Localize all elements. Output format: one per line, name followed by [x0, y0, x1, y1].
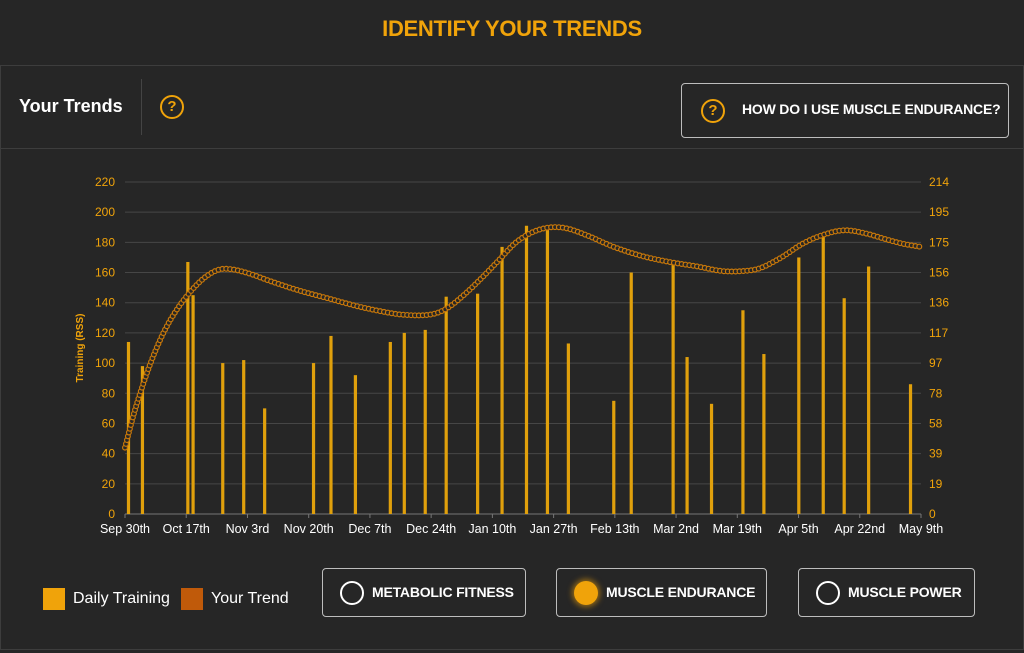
daily-training-bar: [685, 357, 689, 514]
y2-tick-label: 214: [929, 175, 949, 189]
x-tick-label: Mar 2nd: [653, 522, 699, 536]
daily-training-bar: [329, 335, 333, 514]
header-title: Your Trends: [19, 96, 123, 116]
y2-tick-label: 117: [929, 326, 948, 340]
page-title: IDENTIFY YOUR TRENDS: [382, 16, 642, 41]
toggle-label: METABOLIC FITNESS: [372, 584, 514, 600]
y-tick-label: 60: [102, 416, 116, 430]
y-tick-label: 120: [95, 326, 115, 340]
y2-tick-label: 58: [929, 416, 943, 430]
daily-training-bar: [709, 403, 714, 514]
y2-tick-label: 78: [929, 386, 943, 400]
daily-training-bar: [524, 225, 529, 514]
trends-card: Your Trends ? ? HOW DO I USE MUSCLE ENDU…: [0, 65, 1024, 650]
x-tick-label: Jan 27th: [530, 522, 578, 536]
trend-marker: [916, 243, 923, 250]
daily-training-bar: [140, 366, 145, 514]
daily-training-bar: [797, 257, 801, 514]
daily-training-bar: [566, 343, 570, 514]
daily-training-bar: [500, 246, 504, 514]
legend-your-trend: Your Trend: [181, 588, 289, 610]
x-tick-label: Apr 22nd: [834, 522, 885, 536]
question-circle-icon: ?: [701, 99, 725, 123]
radio-on-icon: [574, 581, 598, 605]
legend-label: Your Trend: [211, 590, 289, 607]
daily-training-bar: [388, 341, 392, 514]
legend-label: Daily Training: [73, 590, 170, 607]
daily-training-bar: [821, 233, 825, 515]
y-tick-label: 20: [102, 477, 116, 491]
daily-training-bar: [908, 384, 913, 514]
daily-training-bar: [221, 363, 225, 514]
legend-daily-training: Daily Training: [43, 588, 170, 610]
y-axis-label: Training (RSS): [75, 314, 86, 383]
daily-training-bars: [126, 225, 913, 515]
x-tick-label: Mar 19th: [713, 522, 762, 536]
y2-tick-label: 136: [929, 296, 949, 310]
y2-tick-label: 195: [929, 205, 949, 219]
question-circle-icon[interactable]: ?: [160, 95, 184, 119]
y2-tick-label: 156: [929, 266, 949, 280]
daily-training-bar: [423, 329, 427, 514]
x-tick-label: Nov 20th: [284, 522, 334, 536]
your-trend-swatch: [181, 588, 203, 610]
daily-training-bar: [762, 354, 766, 514]
x-tick-label: Sep 30th: [100, 522, 150, 536]
y-tick-label: 160: [95, 266, 115, 280]
toggle-metabolic-fitness[interactable]: METABOLIC FITNESS: [322, 568, 526, 617]
y-tick-label: 0: [108, 507, 115, 521]
y2-tick-label: 175: [929, 235, 949, 249]
x-tick-label: Apr 5th: [778, 522, 818, 536]
chart-axes: 0 0 20 19 40 39 60 58 80 78 100 97 120 117 140 136 160 15…: [95, 175, 949, 536]
x-tick-label: Feb 13th: [590, 522, 639, 536]
x-tick-label: Oct 17th: [163, 522, 210, 536]
y2-tick-label: 39: [929, 447, 943, 461]
x-tick-label: Dec 24th: [406, 522, 456, 536]
header-divider: [141, 79, 142, 135]
trend-line: [121, 224, 923, 451]
daily-training-bar: [263, 408, 267, 514]
toggle-label: MUSCLE ENDURANCE: [606, 584, 756, 600]
x-tick-label: Nov 3rd: [226, 522, 270, 536]
card-header: Your Trends ? ? HOW DO I USE MUSCLE ENDU…: [1, 66, 1023, 149]
how-to-use-button[interactable]: ? HOW DO I USE MUSCLE ENDURANCE?: [681, 83, 1009, 138]
y-tick-label: 40: [102, 447, 116, 461]
radio-off-icon: [340, 581, 364, 605]
y-tick-label: 100: [95, 356, 115, 370]
radio-off-icon: [816, 581, 840, 605]
y-tick-label: 220: [95, 175, 115, 189]
daily-training-bar: [402, 332, 406, 514]
y-tick-label: 180: [95, 235, 115, 249]
daily-training-bar: [311, 363, 316, 514]
daily-training-swatch: [43, 588, 65, 610]
how-to-use-label: HOW DO I USE MUSCLE ENDURANCE?: [742, 101, 1001, 117]
x-tick-label: Dec 7th: [348, 522, 391, 536]
daily-training-bar: [476, 293, 480, 514]
daily-training-bar: [741, 310, 745, 514]
daily-training-bar: [242, 360, 246, 514]
y2-tick-label: 97: [929, 356, 943, 370]
toggle-muscle-power[interactable]: MUSCLE POWER: [798, 568, 975, 617]
y-tick-label: 140: [95, 296, 115, 310]
toggle-label: MUSCLE POWER: [848, 584, 962, 600]
daily-training-bar: [671, 261, 675, 514]
y-tick-label: 80: [102, 386, 116, 400]
daily-training-bar: [842, 298, 846, 514]
daily-training-bar: [186, 261, 190, 514]
daily-training-bar: [444, 296, 448, 514]
daily-training-bar: [867, 266, 871, 514]
daily-training-bar: [545, 227, 550, 515]
y-tick-label: 200: [95, 205, 115, 219]
y2-tick-label: 0: [929, 507, 936, 521]
daily-training-bar: [353, 375, 358, 514]
daily-training-bar: [612, 400, 616, 514]
x-tick-label: May 9th: [899, 522, 944, 536]
y2-tick-label: 19: [929, 477, 943, 491]
toggle-muscle-endurance[interactable]: MUSCLE ENDURANCE: [556, 568, 767, 617]
chart-grid: [125, 181, 921, 515]
x-tick-label: Jan 10th: [468, 522, 516, 536]
daily-training-bar: [629, 272, 633, 514]
daily-training-bar: [191, 295, 195, 514]
